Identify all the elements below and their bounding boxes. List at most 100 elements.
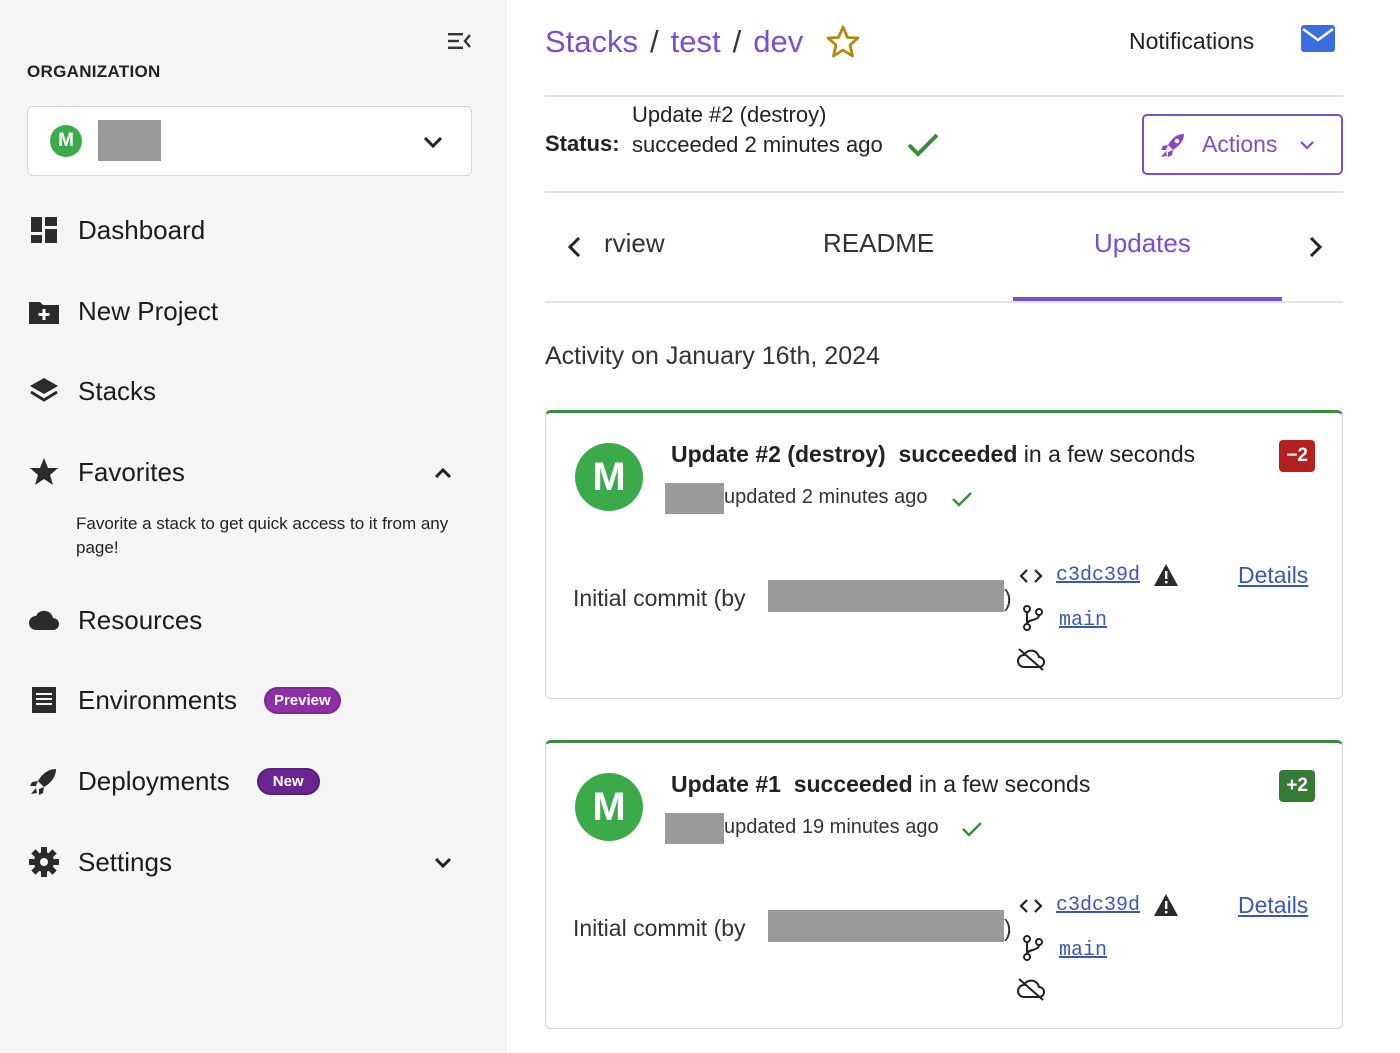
sidebar-item-label: Environments bbox=[78, 684, 237, 715]
sidebar-item-deployments[interactable]: Deployments New bbox=[27, 759, 320, 803]
updated-time: updated 2 minutes ago bbox=[724, 486, 928, 508]
update-card: M Update #2 (destroy) succeeded in a few… bbox=[545, 410, 1343, 699]
breadcrumb-project[interactable]: test bbox=[670, 24, 721, 59]
check-icon bbox=[962, 822, 982, 837]
update-result: succeeded bbox=[793, 771, 913, 797]
dashboard-icon bbox=[31, 217, 57, 243]
sidebar-item-label: Favorites bbox=[78, 456, 185, 487]
breadcrumb-stack[interactable]: dev bbox=[753, 24, 804, 59]
sidebar-item-stacks[interactable]: Stacks bbox=[27, 369, 156, 413]
rocket-icon bbox=[1161, 133, 1184, 157]
favorites-help-text: Favorite a stack to get quick access to … bbox=[76, 514, 449, 557]
preview-badge: Preview bbox=[263, 686, 341, 714]
commit-message: Initial commit (by bbox=[573, 915, 746, 941]
updated-time: updated 19 minutes ago bbox=[724, 816, 939, 838]
active-tab-indicator bbox=[1013, 297, 1282, 301]
cloud-off-icon bbox=[1017, 978, 1045, 1001]
star-outline-icon[interactable] bbox=[825, 24, 861, 60]
sidebar-item-label: Stacks bbox=[78, 375, 157, 406]
tab-updates[interactable]: Updates bbox=[1094, 228, 1191, 258]
sidebar-item-label: Deployments bbox=[78, 765, 230, 796]
redacted-user bbox=[665, 813, 724, 844]
rocket-icon bbox=[30, 769, 56, 795]
chevron-right-icon[interactable] bbox=[1300, 232, 1330, 262]
commit-message-end: ) bbox=[1004, 915, 1012, 941]
activity-heading: Activity on January 16th, 2024 bbox=[545, 342, 880, 370]
check-icon bbox=[907, 133, 939, 157]
notifications-link[interactable]: Notifications bbox=[1129, 28, 1255, 54]
resource-change-count: −2 bbox=[1279, 440, 1315, 472]
org-avatar: M bbox=[50, 125, 82, 157]
new-badge: New bbox=[256, 767, 320, 795]
actions-label: Actions bbox=[1202, 131, 1278, 157]
details-link[interactable]: Details bbox=[1238, 892, 1309, 918]
divider bbox=[545, 95, 1343, 97]
divider bbox=[545, 301, 1343, 303]
organization-select[interactable]: M bbox=[27, 106, 472, 176]
update-title: Update #2 (destroy) succeeded in a few s… bbox=[671, 441, 1195, 468]
organization-label: ORGANIZATION bbox=[27, 62, 161, 81]
sidebar-item-label: Settings bbox=[78, 846, 172, 877]
update-name: Update #1 bbox=[671, 771, 781, 797]
cloud-icon bbox=[29, 610, 59, 630]
folder-plus-icon bbox=[29, 302, 59, 324]
sidebar-item-resources[interactable]: Resources bbox=[27, 598, 202, 642]
mail-icon[interactable] bbox=[1300, 24, 1336, 54]
sidebar-item-environments[interactable]: Environments Preview bbox=[27, 678, 341, 722]
update-name: Update #2 (destroy) bbox=[671, 441, 886, 467]
sidebar-item-dashboard[interactable]: Dashboard bbox=[27, 208, 205, 252]
chevron-down-icon bbox=[1300, 140, 1315, 150]
breadcrumb: Stacks / test / dev bbox=[545, 24, 861, 60]
sidebar: ORGANIZATION M Dashboard New Project Sta… bbox=[0, 0, 506, 1053]
check-icon bbox=[952, 492, 972, 507]
details-link[interactable]: Details bbox=[1238, 562, 1309, 588]
sidebar-item-label: New Project bbox=[78, 295, 219, 326]
sidebar-item-label: Dashboard bbox=[78, 214, 206, 245]
branch-icon bbox=[1023, 935, 1043, 961]
gear-icon bbox=[29, 847, 59, 877]
breadcrumb-separator: / bbox=[732, 24, 742, 59]
breadcrumb-stacks[interactable]: Stacks bbox=[545, 24, 639, 59]
sidebar-item-favorites[interactable]: Favorites bbox=[27, 450, 185, 494]
cloud-off-icon bbox=[1017, 648, 1045, 671]
chevron-down-icon[interactable] bbox=[430, 849, 456, 875]
update-result: succeeded bbox=[898, 441, 1018, 467]
commit-sha-link[interactable]: c3dc39d bbox=[1056, 564, 1141, 587]
avatar: M bbox=[575, 443, 643, 511]
update-card: M Update #1 succeeded in a few seconds +… bbox=[545, 740, 1343, 1029]
commit-message: Initial commit (by bbox=[573, 585, 746, 611]
branch-link[interactable]: main bbox=[1059, 939, 1108, 962]
redacted-author bbox=[768, 580, 1004, 612]
branch-icon bbox=[1023, 605, 1043, 631]
chevron-up-icon[interactable] bbox=[430, 460, 456, 486]
update-duration: in a few seconds bbox=[919, 771, 1091, 797]
divider bbox=[545, 191, 1343, 193]
branch-link[interactable]: main bbox=[1059, 609, 1108, 632]
resource-change-count: +2 bbox=[1279, 770, 1315, 802]
code-icon bbox=[1019, 899, 1043, 913]
commit-message-end: ) bbox=[1004, 585, 1012, 611]
redacted-user bbox=[665, 483, 724, 514]
tab-readme[interactable]: README bbox=[823, 228, 935, 258]
chevron-down-icon bbox=[423, 136, 443, 149]
sidebar-item-new-project[interactable]: New Project bbox=[27, 289, 218, 333]
star-icon bbox=[30, 458, 58, 485]
chevron-left-icon[interactable] bbox=[560, 232, 590, 262]
commit-sha-link[interactable]: c3dc39d bbox=[1056, 894, 1141, 917]
status-text: Update #2 (destroy) succeeded 2 minutes … bbox=[632, 102, 883, 157]
menu-collapse-icon[interactable] bbox=[446, 28, 472, 54]
sidebar-item-label: Resources bbox=[78, 604, 203, 635]
status-label: Status: bbox=[545, 131, 620, 156]
warning-icon bbox=[1154, 894, 1178, 916]
warning-icon bbox=[1154, 564, 1178, 586]
code-icon bbox=[1019, 569, 1043, 583]
update-title: Update #1 succeeded in a few seconds bbox=[671, 771, 1090, 798]
avatar: M bbox=[575, 773, 643, 841]
tab-overview[interactable]: rview bbox=[604, 228, 665, 258]
actions-button[interactable]: Actions bbox=[1142, 114, 1343, 175]
redacted-org-name bbox=[98, 120, 161, 161]
breadcrumb-separator: / bbox=[650, 24, 659, 59]
list-icon bbox=[32, 687, 56, 713]
sidebar-item-settings[interactable]: Settings bbox=[27, 840, 172, 884]
redacted-author bbox=[768, 910, 1004, 942]
